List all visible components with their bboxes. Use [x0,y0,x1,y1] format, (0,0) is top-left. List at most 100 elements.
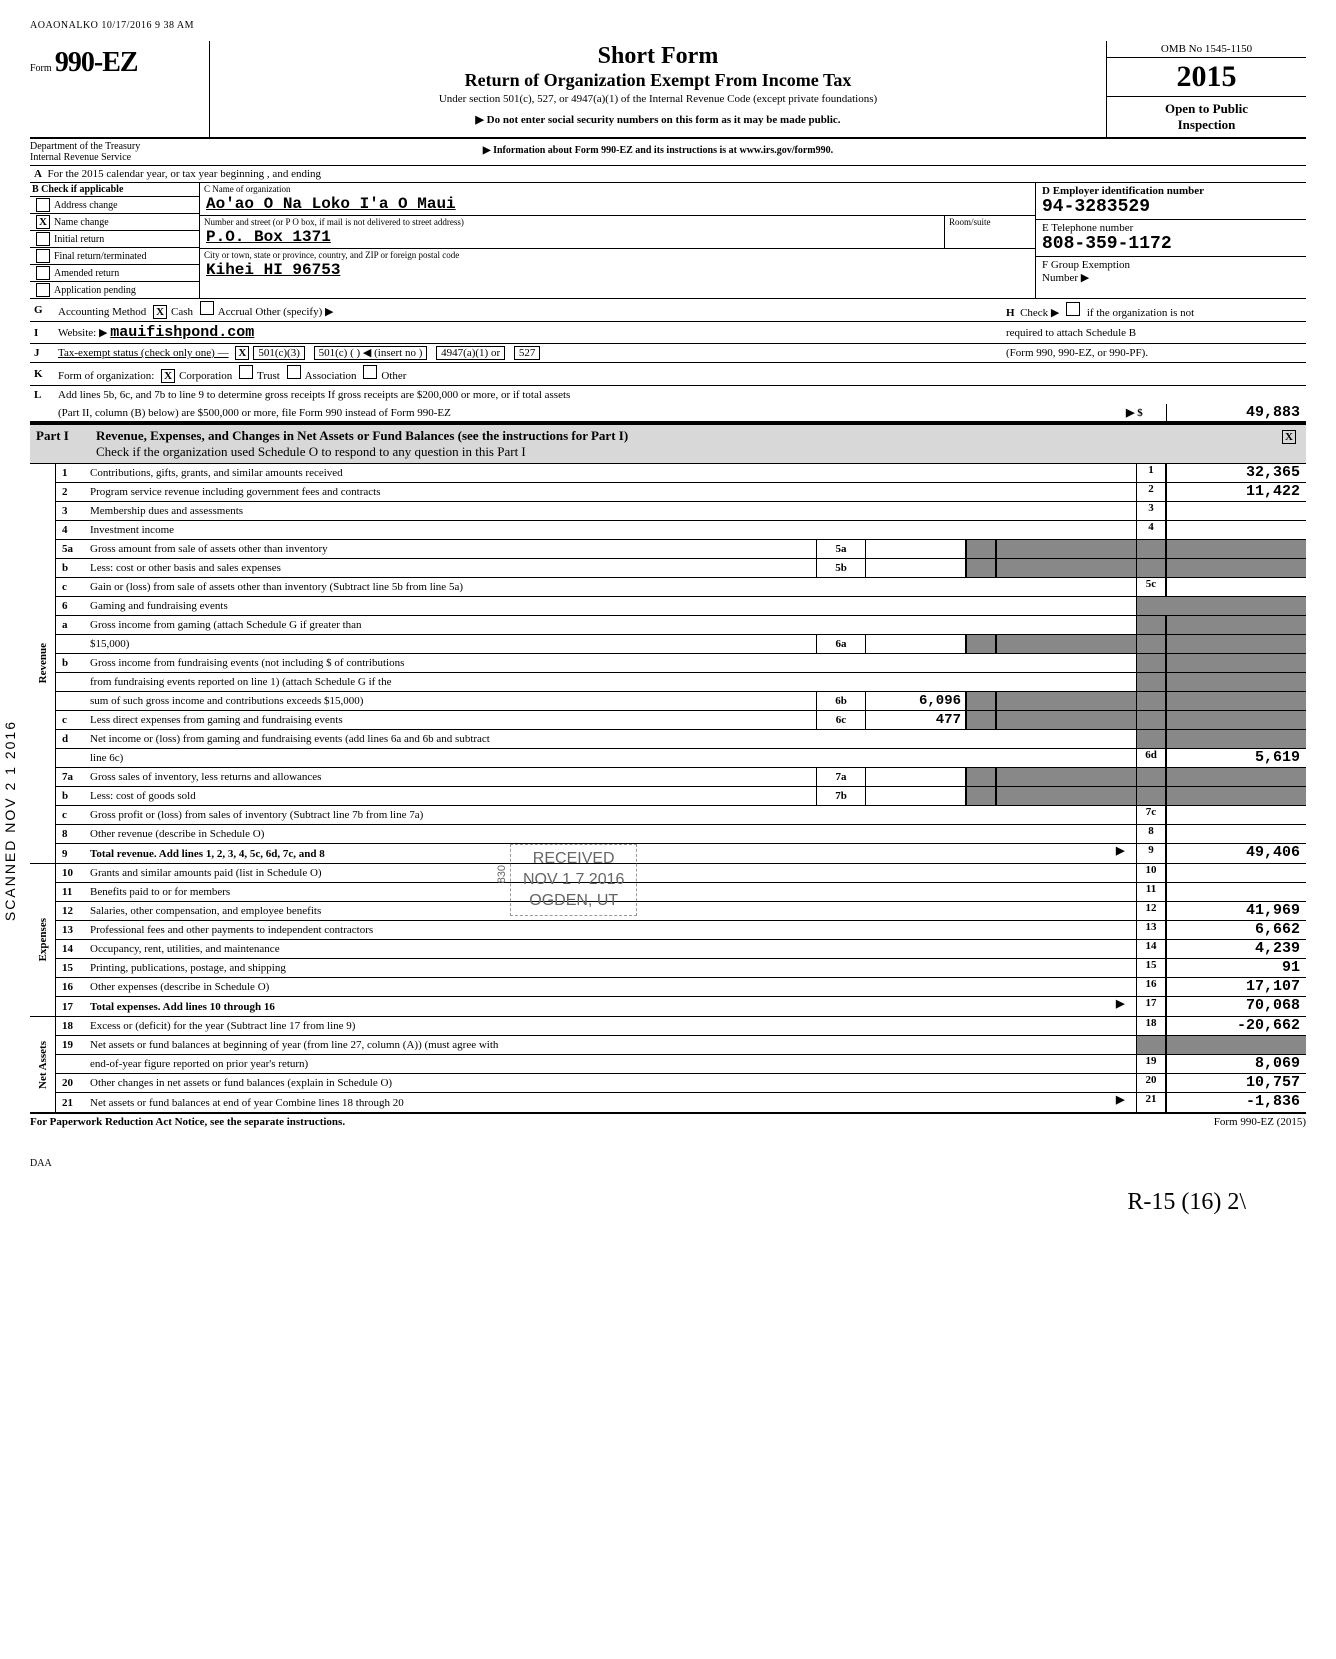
checkbox-amended-return[interactable] [36,266,50,280]
org-name-value: Ao'ao O Na Loko I'a O Maui [200,195,1035,215]
gross-receipts-value: 49,883 [1166,404,1306,421]
checkbox-corp[interactable]: X [161,369,175,383]
checkbox-name-change[interactable]: X [36,215,50,229]
checkbox-application-pending[interactable] [36,283,50,297]
form-row: 8Other revenue (describe in Schedule O)8 [56,825,1306,844]
checkbox-schedule-o[interactable]: X [1282,430,1296,444]
form-row: 7aGross sales of inventory, less returns… [56,768,1306,787]
net-assets-section: Net Assets 18Excess or (deficit) for the… [30,1017,1306,1114]
revenue-label: Revenue [35,639,51,687]
form-row: 16Other expenses (describe in Schedule O… [56,978,1306,997]
tel-value: 808-359-1172 [1042,234,1300,254]
form-row: 2Program service revenue including gover… [56,483,1306,502]
group-label: F Group Exemption [1042,259,1300,271]
form-row: $15,000)6a [56,635,1306,654]
form-row: 10Grants and similar amounts paid (list … [56,864,1306,883]
form-row: bGross income from fundraising events (n… [56,654,1306,673]
handwritten-note: R-15 (16) 2\ [30,1169,1306,1236]
line-k: K Form of organization: XCorporation Tru… [30,363,1306,386]
room-label: Room/suite [945,216,1035,228]
checkbox-other[interactable] [363,365,377,379]
revenue-section: Revenue 1Contributions, gifts, grants, a… [30,464,1306,864]
part-1-header: Part I Revenue, Expenses, and Changes in… [30,423,1306,464]
form-row: from fundraising events reported on line… [56,673,1306,692]
city-label: City or town, state or province, country… [200,249,1035,261]
form-row: end-of-year figure reported on prior yea… [56,1055,1306,1074]
form-row: cLess direct expenses from gaming and fu… [56,711,1306,730]
form-row: 14Occupancy, rent, utilities, and mainte… [56,940,1306,959]
form-row: 3Membership dues and assessments3 [56,502,1306,521]
group-number-label: Number ▶ [1042,271,1300,284]
form-prefix: Form [30,63,52,74]
form-title-box: Short Form Return of Organization Exempt… [210,41,1106,137]
omb-year-box: OMB No 1545-1150 2015 Open to PublicInsp… [1106,41,1306,137]
tel-label: E Telephone number [1042,222,1300,234]
expenses-label: Expenses [35,914,51,965]
form-header: Form 990-EZ Short Form Return of Organiz… [30,41,1306,139]
title-short-form: Short Form [220,43,1096,70]
checkbox-accrual[interactable] [200,301,214,315]
dept-row: Department of the TreasuryInternal Reven… [30,139,1306,166]
footer: For Paperwork Reduction Act Notice, see … [30,1114,1306,1128]
received-stamp: 830 RECEIVED NOV 1 7 2016 OGDEN, UT [510,844,637,916]
form-row: 1Contributions, gifts, grants, and simil… [56,464,1306,483]
form-number-box: Form 990-EZ [30,41,210,137]
col-b-checkboxes: B Check if applicable Address change XNa… [30,183,200,298]
scan-timestamp: AOAONALKO 10/17/2016 9 38 AM [30,20,1306,31]
form-row: 13Professional fees and other payments t… [56,921,1306,940]
form-row: 6Gaming and fundraising events [56,597,1306,616]
addr-value: P.O. Box 1371 [200,228,944,248]
open-to-public: Open to PublicInspection [1107,97,1306,137]
form-row: 9Total revenue. Add lines 1, 2, 3, 4, 5c… [56,844,1306,863]
form-row: bLess: cost of goods sold7b [56,787,1306,806]
form-row: cGain or (loss) from sale of assets othe… [56,578,1306,597]
ein-label: D Employer identification number [1042,185,1300,197]
checkbox-final-return[interactable] [36,249,50,263]
line-a-tax-year: A For the 2015 calendar year, or tax yea… [30,166,1306,183]
line-l-2: (Part II, column (B) below) are $500,000… [30,404,1306,423]
form-number: 990-EZ [55,47,138,78]
tax-year: 2015 [1107,58,1306,97]
form-row: 20Other changes in net assets or fund ba… [56,1074,1306,1093]
ein-value: 94-3283529 [1042,197,1300,217]
form-row: dNet income or (loss) from gaming and fu… [56,730,1306,749]
checkbox-cash[interactable]: X [153,305,167,319]
title-return: Return of Organization Exempt From Incom… [220,70,1096,91]
form-row: 5aGross amount from sale of assets other… [56,540,1306,559]
checkbox-501c3[interactable]: X [235,346,249,360]
form-row: 11Benefits paid to or for members11 [56,883,1306,902]
form-row: 21Net assets or fund balances at end of … [56,1093,1306,1112]
daa-mark: DAA [30,1158,1306,1169]
form-row: 12Salaries, other compensation, and empl… [56,902,1306,921]
line-g-h: G Accounting Method XCash Accrual Other … [30,299,1306,322]
org-name-label: C Name of organization [200,183,1035,195]
net-assets-label: Net Assets [35,1037,51,1093]
dept-treasury: Department of the TreasuryInternal Reven… [30,139,210,165]
checkbox-initial-return[interactable] [36,232,50,246]
form-row: 17Total expenses. Add lines 10 through 1… [56,997,1306,1016]
checkbox-h[interactable] [1066,302,1080,316]
checkbox-address-change[interactable] [36,198,50,212]
ssn-warning: ▶ Do not enter social security numbers o… [220,113,1096,126]
line-i: I Website: ▶ mauifishpond.com required t… [30,322,1306,344]
checkbox-assoc[interactable] [287,365,301,379]
omb-number: OMB No 1545-1150 [1107,41,1306,58]
city-value: Kihei HI 96753 [200,261,1035,281]
form-row: 18Excess or (deficit) for the year (Subt… [56,1017,1306,1036]
form-row: aGross income from gaming (attach Schedu… [56,616,1306,635]
form-row: 15Printing, publications, postage, and s… [56,959,1306,978]
info-link: ▶ Information about Form 990-EZ and its … [210,139,1106,165]
line-j: J Tax-exempt status (check only one) — X… [30,344,1306,363]
form-row: line 6c)6d5,619 [56,749,1306,768]
title-under-section: Under section 501(c), 527, or 4947(a)(1)… [220,93,1096,105]
form-row: 19Net assets or fund balances at beginni… [56,1036,1306,1055]
row-bcd: B Check if applicable Address change XNa… [30,183,1306,299]
checkbox-trust[interactable] [239,365,253,379]
col-c-org-info: C Name of organization Ao'ao O Na Loko I… [200,183,1036,298]
form-row: cGross profit or (loss) from sales of in… [56,806,1306,825]
expenses-section: Expenses 10Grants and similar amounts pa… [30,864,1306,1017]
addr-label: Number and street (or P O box, if mail i… [200,216,944,228]
scanned-stamp: SCANNED NOV 2 1 2016 [2,720,18,921]
form-row: sum of such gross income and contributio… [56,692,1306,711]
col-d-ein-tel: D Employer identification number 94-3283… [1036,183,1306,298]
